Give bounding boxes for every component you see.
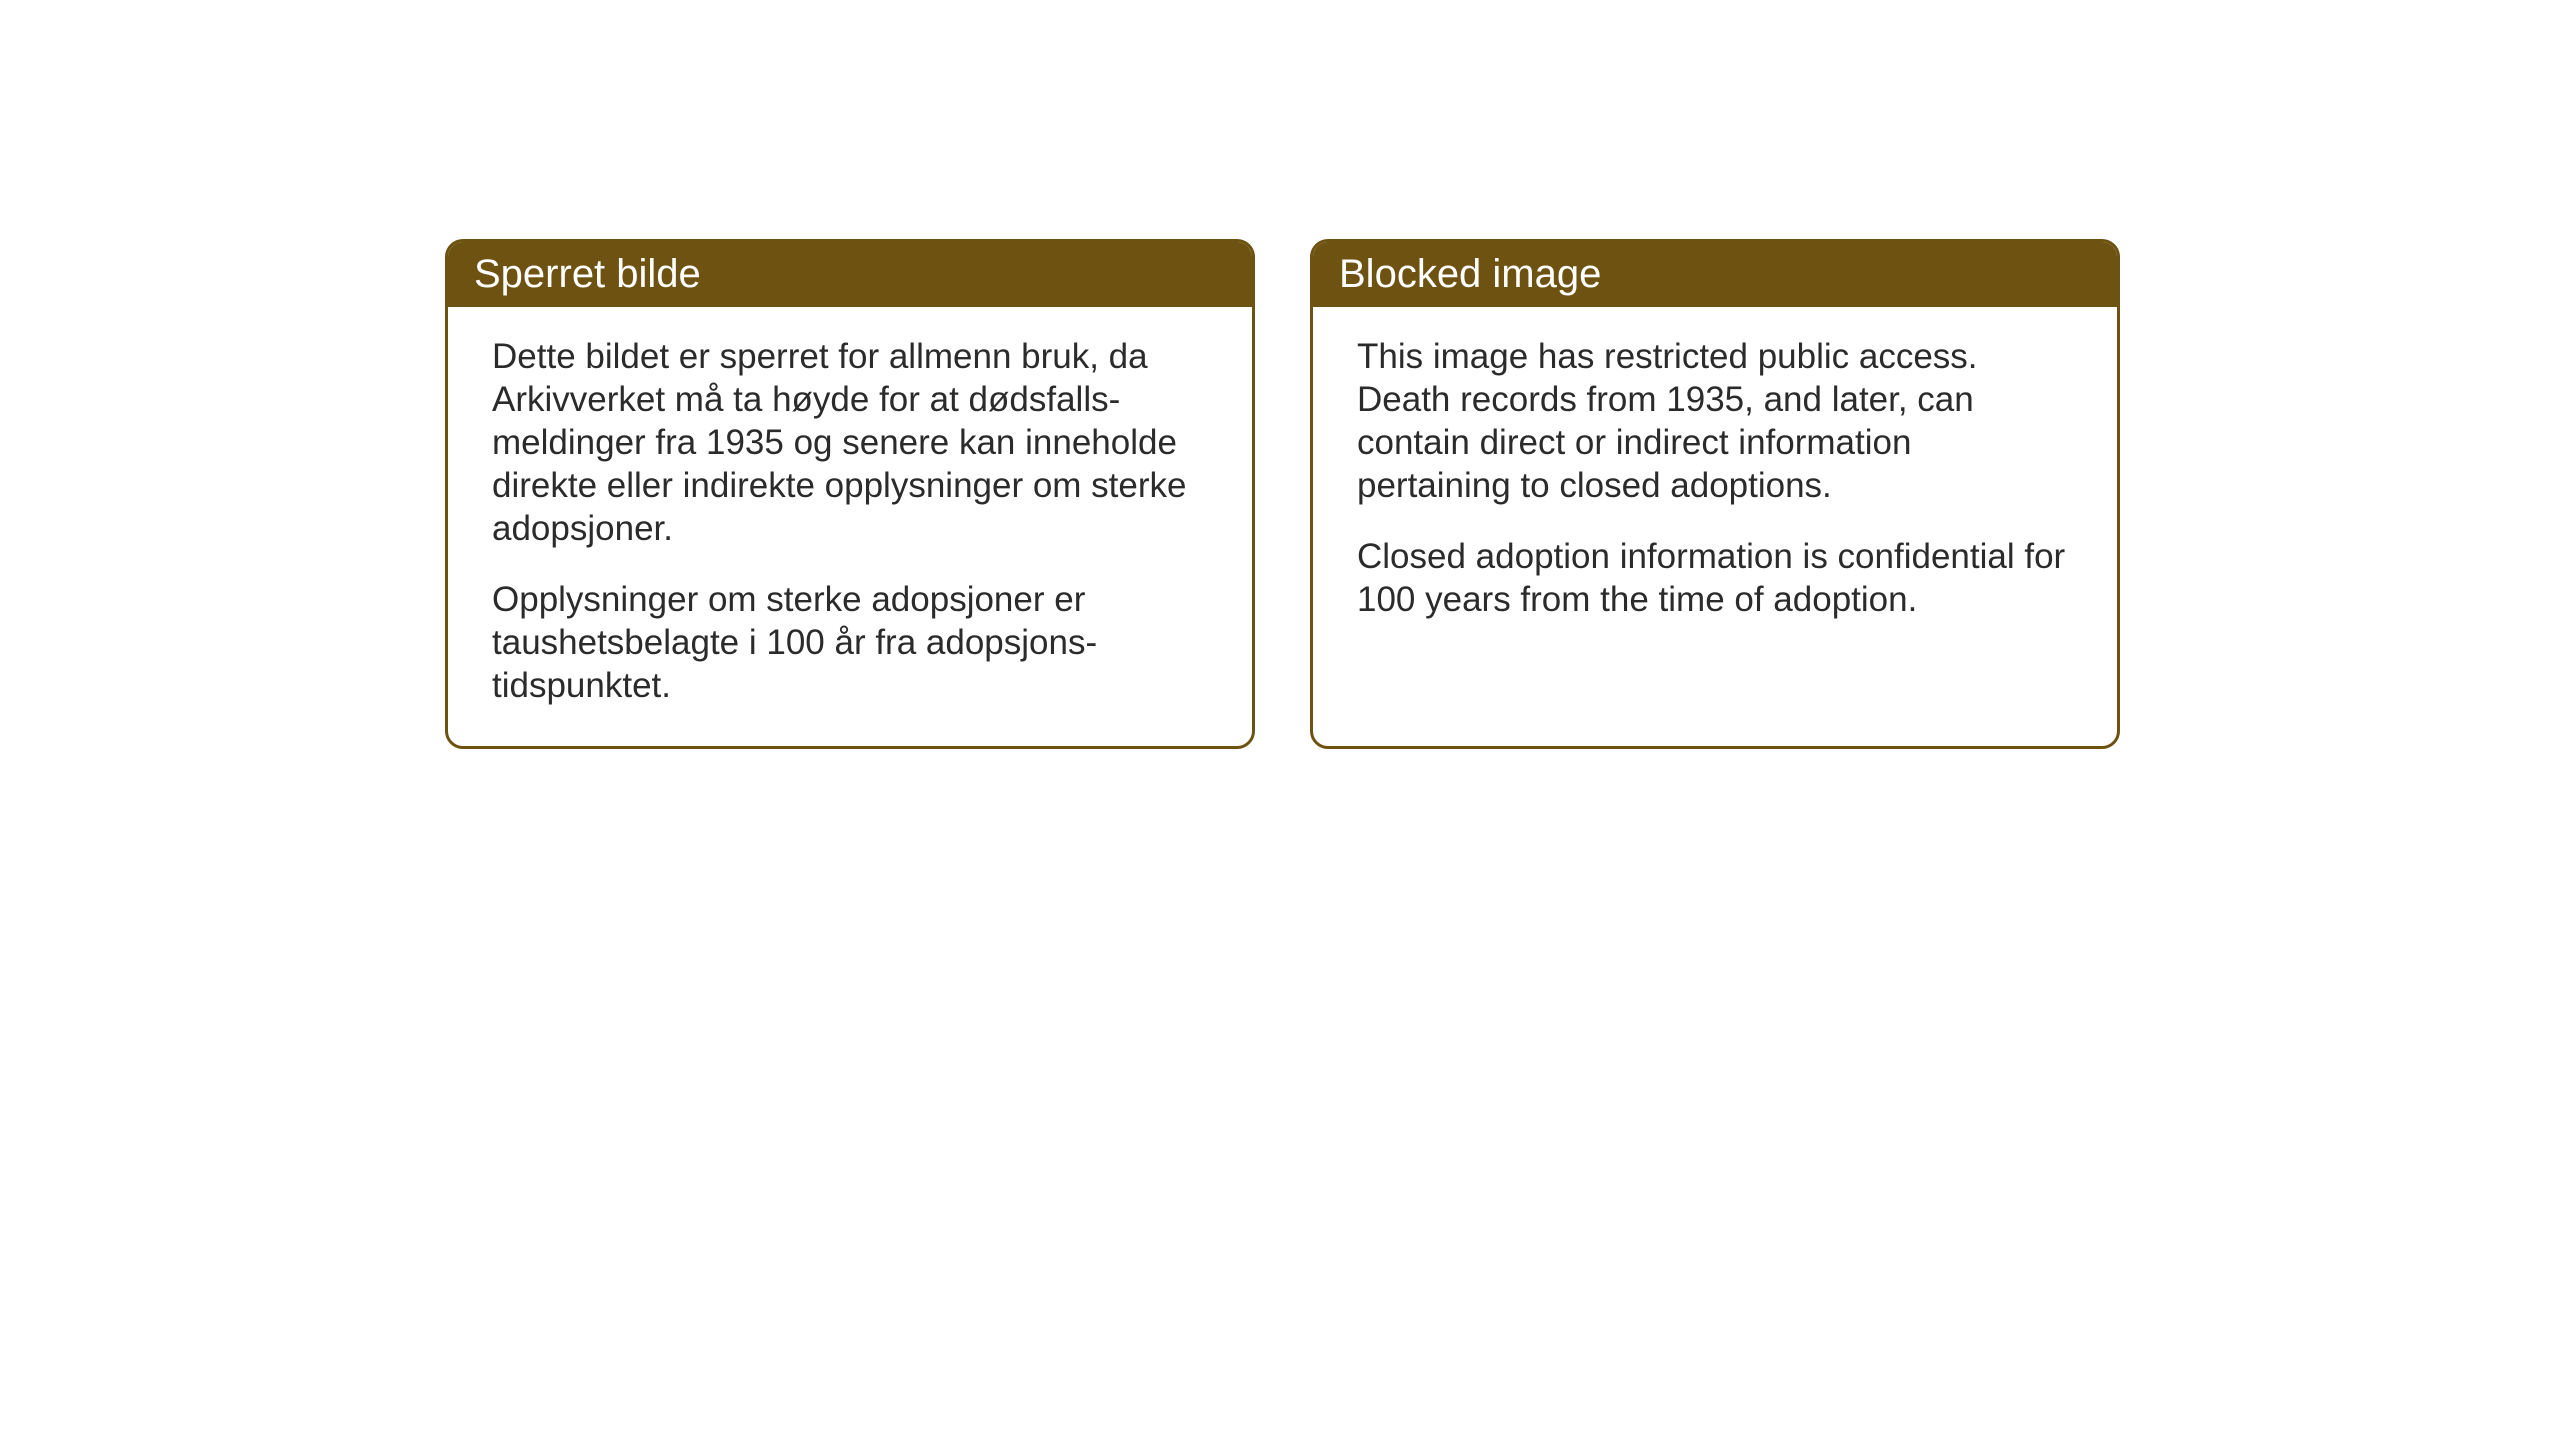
card-body-english: This image has restricted public access.… <box>1313 307 2117 659</box>
card-body-norwegian: Dette bildet er sperret for allmenn bruk… <box>448 307 1252 745</box>
notice-container: Sperret bilde Dette bildet er sperret fo… <box>445 239 2120 749</box>
card-header-norwegian: Sperret bilde <box>448 242 1252 307</box>
card-title-norwegian: Sperret bilde <box>474 252 701 296</box>
notice-card-norwegian: Sperret bilde Dette bildet er sperret fo… <box>445 239 1255 749</box>
paragraph-1-english: This image has restricted public access.… <box>1357 335 2073 507</box>
notice-card-english: Blocked image This image has restricted … <box>1310 239 2120 749</box>
card-title-english: Blocked image <box>1339 252 1601 296</box>
card-header-english: Blocked image <box>1313 242 2117 307</box>
paragraph-1-norwegian: Dette bildet er sperret for allmenn bruk… <box>492 335 1208 550</box>
paragraph-2-english: Closed adoption information is confident… <box>1357 535 2073 621</box>
paragraph-2-norwegian: Opplysninger om sterke adopsjoner er tau… <box>492 578 1208 707</box>
